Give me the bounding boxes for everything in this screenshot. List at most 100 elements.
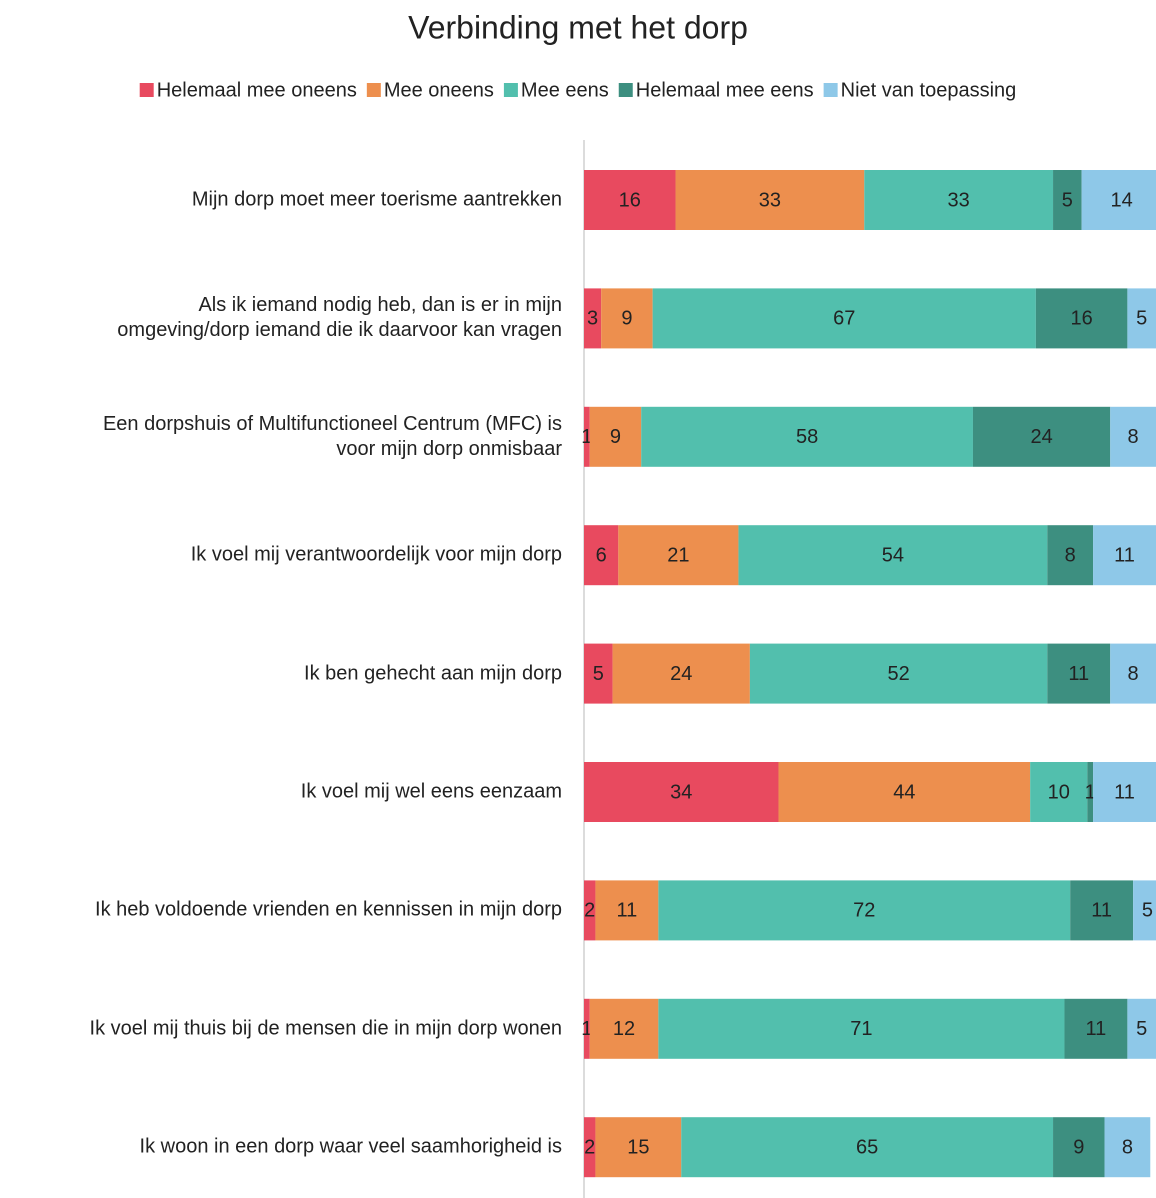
legend-label: Helemaal mee oneens [157,79,357,101]
value-label: 11 [1091,900,1112,922]
legend-swatch [503,83,518,97]
bar-segment [584,525,619,586]
bar-segment [749,643,1048,704]
bar-segment [612,643,750,704]
value-label: 67 [833,308,855,330]
bar-segment [1127,998,1156,1059]
bar-segment [1093,762,1156,822]
bar-segment [1133,880,1156,941]
bar-segment [778,762,1031,822]
bar-segment [589,998,659,1059]
category-label: Als ik iemand nodig heb, dan is er in mi… [117,294,562,342]
bar-segment [652,288,1036,349]
value-label: 8 [1128,426,1139,448]
value-label: 71 [850,1018,872,1040]
value-label: 65 [856,1136,878,1158]
value-label: 5 [593,663,604,685]
bar-segment [1047,643,1111,704]
bar-segment [589,406,642,467]
bar-segment [1081,170,1156,230]
bar-segment [1087,762,1094,822]
value-label: 5 [1136,1018,1147,1040]
value-label: 2 [584,1136,595,1158]
value-label: 54 [882,544,904,566]
bar-segment [595,1117,682,1178]
bar-segment [584,998,590,1059]
bar-segment [972,406,1111,467]
value-label: 52 [887,663,909,685]
value-label: 58 [796,426,818,448]
bar-segment [1030,762,1088,822]
value-label: 11 [1068,663,1089,685]
bar-segment [595,880,659,941]
value-label: 5 [1062,189,1073,211]
category-label: Ik voel mij thuis bij de mensen die in m… [89,1017,562,1040]
value-label: 9 [610,426,621,448]
bar-segment [641,406,973,467]
legend-label: Mee oneens [384,79,494,101]
category-label: Ik woon in een dorp waar veel saamhorigh… [139,1135,562,1158]
value-label: 11 [1114,544,1135,566]
bar-segment [618,525,739,586]
value-label: 5 [1136,308,1147,330]
bar-segment [1035,288,1128,349]
bar-segment [738,525,1048,586]
bar-segment [1064,998,1128,1059]
value-label: 24 [670,663,692,685]
category-label: Een dorpshuis of Multifunctioneel Centru… [102,412,562,460]
bar-segment [1053,1117,1105,1178]
value-label: 5 [1142,900,1153,922]
bar-segment [1110,406,1156,467]
value-label: 14 [1111,189,1133,211]
legend-label: Niet van toepassing [841,79,1017,101]
bar-segment [1127,288,1156,349]
value-label: 3 [587,308,598,330]
value-label: 1 [581,1018,592,1040]
category-label: Ik ben gehecht aan mijn dorp [304,662,562,685]
bar-segment [1070,880,1134,941]
bar-segment [658,880,1071,941]
bar-segment [658,998,1065,1059]
value-label: 16 [1071,308,1093,330]
bar-segment [584,643,613,704]
value-label: 21 [667,544,689,566]
value-label: 72 [853,900,875,922]
value-label: 2 [584,900,595,922]
value-label: 33 [759,189,781,211]
bar-segment [1047,525,1094,586]
value-label: 8 [1122,1136,1133,1158]
value-label: 34 [670,781,692,803]
legend-label: Helemaal mee eens [636,79,814,101]
value-label: 6 [596,544,607,566]
value-label: 10 [1048,781,1070,803]
bar-segment [1104,1117,1151,1178]
value-label: 24 [1030,426,1052,448]
category-label: Ik heb voldoende vrienden en kennissen i… [95,898,562,921]
value-label: 8 [1065,544,1076,566]
value-label: 1 [581,426,592,448]
bar-segment [681,1117,1054,1178]
legend-swatch [366,83,381,97]
bar-segment [584,170,676,230]
value-label: 16 [619,189,641,211]
bar-segment [1053,170,1082,230]
legend-label: Mee eens [521,79,609,101]
bar-segment [584,1117,596,1178]
value-label: 15 [627,1136,649,1158]
category-label: Ik voel mij wel eens eenzaam [300,780,562,803]
bar-segment [1110,643,1156,704]
bar-segment [584,406,590,467]
bar-segment [1093,525,1156,586]
value-label: 11 [1114,781,1135,803]
legend-swatch [139,83,154,97]
bar-segment [584,880,596,941]
value-label: 33 [948,189,970,211]
value-label: 12 [613,1018,635,1040]
bar-segment [675,170,865,230]
value-label: 9 [1073,1136,1084,1158]
category-label: Ik voel mij verantwoordelijk voor mijn d… [190,543,562,566]
value-label: 1 [1085,781,1096,803]
bar-segment [584,762,779,822]
